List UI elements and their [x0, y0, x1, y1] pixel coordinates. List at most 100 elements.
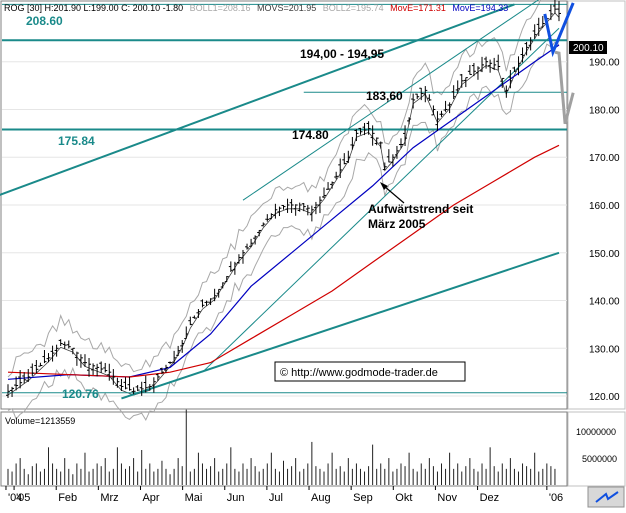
price-bar	[403, 125, 408, 147]
price-bar	[228, 261, 233, 272]
price-bar	[26, 368, 31, 382]
price-bar	[240, 249, 245, 264]
price-bar	[463, 77, 468, 88]
price-bar	[212, 288, 217, 302]
short-channel-lower	[202, 27, 560, 373]
scroll-button[interactable]	[587, 486, 625, 508]
level-label-208: 208.60	[26, 14, 63, 28]
price-bar	[557, 1, 561, 22]
price-bar	[147, 384, 152, 391]
price-bar	[155, 373, 160, 382]
price-bar	[350, 136, 355, 150]
price-bar	[62, 341, 67, 349]
price-bar	[508, 70, 513, 89]
price-bar	[18, 370, 23, 389]
price-bar	[172, 350, 177, 364]
projections	[543, 2, 575, 125]
price-bar	[330, 181, 335, 189]
price-bar	[475, 66, 480, 80]
price-bar	[411, 93, 416, 109]
level-label-194: 194,00 - 194,95	[300, 47, 384, 61]
price-bar	[91, 363, 96, 375]
header-movs: MOVS=201.95	[257, 3, 316, 13]
annotation-line1: Aufwärtstrend seit	[368, 202, 473, 216]
projection-bearish	[554, 50, 575, 125]
price-bar	[70, 347, 75, 355]
x-tick-label: Dez	[480, 492, 500, 504]
price-bar	[200, 299, 205, 308]
price-bar	[512, 66, 517, 72]
x-tick-label: '05	[16, 492, 30, 504]
volume-label: Volume=1213559	[5, 416, 75, 426]
x-axis-labels: '04'05 Feb Mrz Apr Mai Jun Jul Aug Sep Okt Nov Dez '…	[5, 486, 563, 504]
price-bar	[334, 171, 339, 180]
level-label-175: 175.84	[58, 134, 95, 148]
price-bar	[119, 378, 124, 391]
x-tick-label: Jul	[269, 492, 283, 504]
price-bar	[419, 87, 424, 101]
price-bar	[362, 122, 367, 136]
price-bar	[22, 372, 27, 384]
price-bar	[135, 385, 140, 392]
x-tick-label: Mai	[185, 492, 203, 504]
price-bar	[467, 65, 472, 75]
annotation-arrow	[383, 185, 405, 204]
price-bar	[257, 229, 262, 237]
price-bar	[103, 362, 108, 373]
price-bar	[480, 56, 485, 73]
volume-tick-label: 10000000	[576, 427, 616, 437]
price-bar	[516, 56, 521, 76]
price-bar	[407, 117, 412, 125]
watermark-text: © http://www.godmode-trader.de	[280, 367, 438, 379]
price-bar	[277, 206, 282, 217]
price-bar	[188, 316, 193, 326]
last-price-label: 200.10	[573, 43, 604, 54]
price-bar	[342, 153, 347, 165]
long-channel-lower	[121, 251, 560, 400]
annotation-line2: März 2005	[368, 217, 426, 231]
price-bar	[536, 17, 541, 37]
y-tick-label: 180.00	[589, 105, 620, 116]
price-bar	[159, 367, 164, 375]
price-bar	[548, 4, 553, 21]
price-bar	[322, 187, 327, 199]
price-bar	[281, 204, 286, 210]
bollinger-bands	[7, 0, 560, 421]
price-bar	[459, 73, 464, 88]
price-bar	[78, 354, 83, 368]
price-bar	[46, 353, 51, 363]
price-bar	[139, 381, 144, 396]
price-bar	[216, 288, 221, 298]
trend-arrow-icon	[595, 491, 619, 503]
price-bar	[87, 357, 92, 377]
price-bar	[269, 213, 274, 220]
moving-averages	[7, 44, 560, 380]
price-bar	[374, 137, 379, 146]
x-tick-label: Okt	[395, 492, 412, 504]
x-tick-label: '04	[8, 492, 22, 504]
short-channel-upper	[242, 0, 540, 201]
svg-text:ROG [30] H:201.90 L:199.00 C:: ROG [30] H:201.90 L:199.00 C: 200.10 -1.…	[4, 3, 508, 13]
price-bar	[427, 94, 432, 101]
price-bar	[74, 351, 79, 366]
volume-tick-label: 5000000	[582, 454, 617, 464]
price-bar	[50, 345, 55, 362]
x-tick-label: Nov	[437, 492, 457, 504]
bollinger-lower	[7, 41, 560, 421]
x-tick-label: '06	[549, 492, 563, 504]
price-bar	[431, 105, 436, 116]
price-bar	[204, 300, 209, 306]
price-bar	[176, 345, 181, 356]
price-bar	[447, 102, 452, 114]
price-bar	[143, 375, 148, 393]
y-tick-label: 160.00	[589, 201, 620, 212]
volume-axis	[567, 411, 626, 487]
y-tick-label: 150.00	[589, 249, 620, 260]
price-bar	[552, 0, 557, 14]
moving-average-short	[7, 44, 560, 380]
price-bar	[151, 377, 156, 393]
price-bar	[435, 111, 440, 131]
price-bar	[313, 201, 318, 215]
header-boll2: BOLL2=195.74	[323, 3, 384, 13]
